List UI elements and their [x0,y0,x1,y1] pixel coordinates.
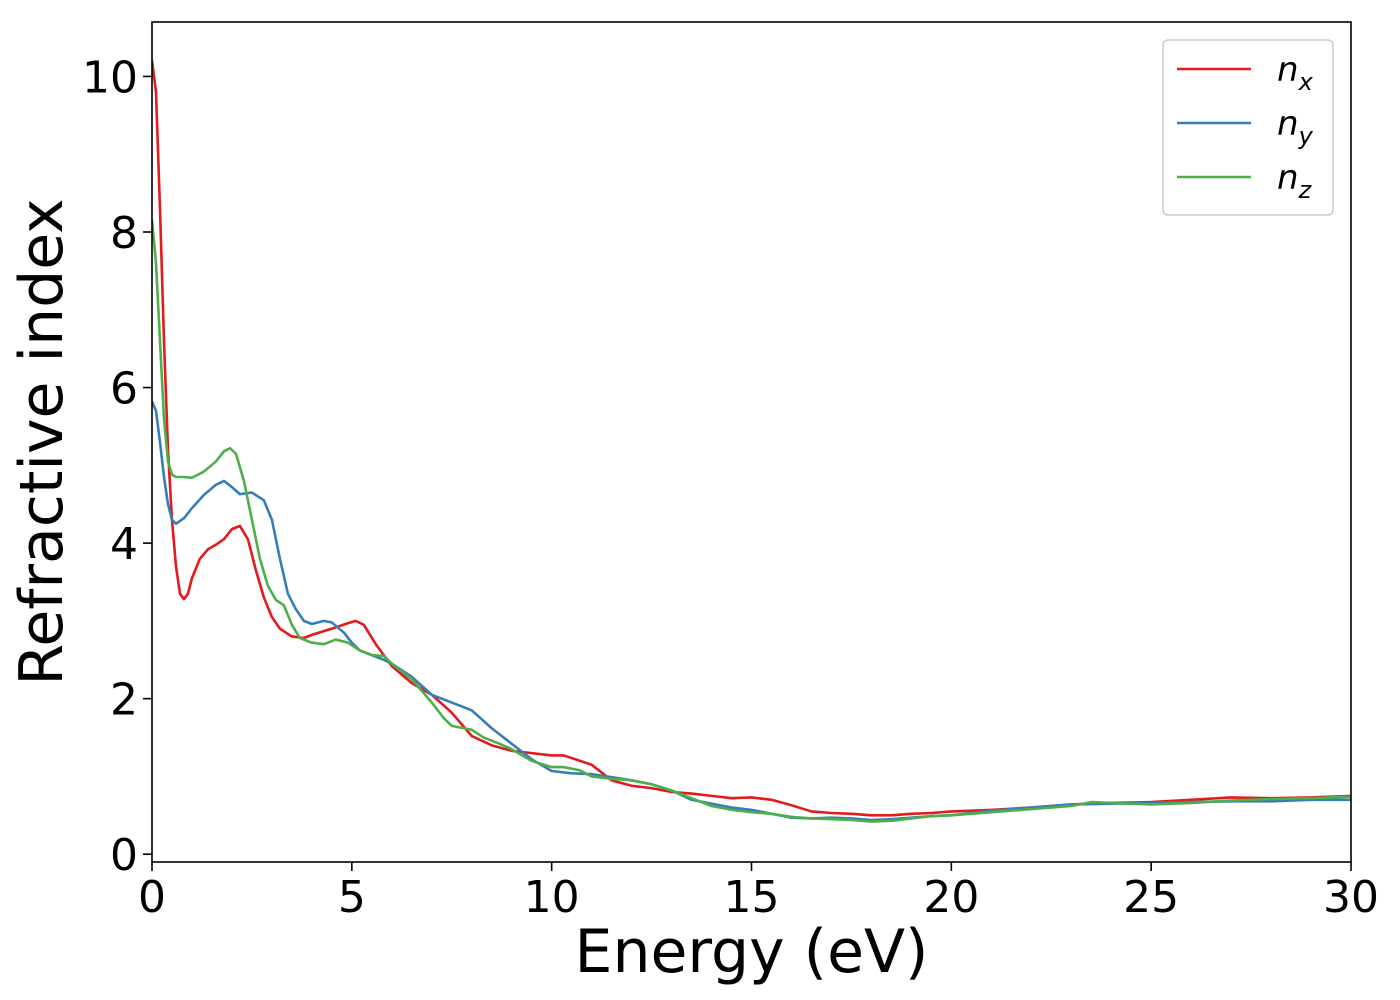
x-tick-label: 5 [338,872,366,923]
y-tick-label: 4 [110,519,138,570]
axes: 0 5 10 15 20 25 30 0 2 4 6 8 10 [82,21,1379,923]
series-line-y [152,400,1351,822]
legend-box [1162,39,1334,216]
legend-label-x: nx [1277,50,1314,96]
y-axis-label: Refractive index [7,198,77,685]
series-line-x [152,59,1351,817]
legend-label-y: ny [1277,104,1314,150]
series-line-z [152,219,1351,823]
x-tick-label: 25 [1123,872,1179,923]
y-tick-label: 2 [110,675,138,726]
x-tick-label: 10 [524,872,580,923]
x-axis-label: Energy (eV) [575,917,929,987]
legend-label-z: nz [1277,158,1313,204]
y-tick-label: 10 [82,52,138,103]
x-tick-label: 30 [1323,872,1379,923]
y-tick-label: 6 [110,364,138,415]
series-lines [152,59,1351,823]
y-tick-label: 0 [110,830,138,881]
legend: nx ny nz [1162,39,1334,216]
x-tick-label: 20 [923,872,979,923]
x-tick-label: 15 [724,872,780,923]
y-tick-label: 8 [110,208,138,259]
x-tick-label: 0 [138,872,166,923]
